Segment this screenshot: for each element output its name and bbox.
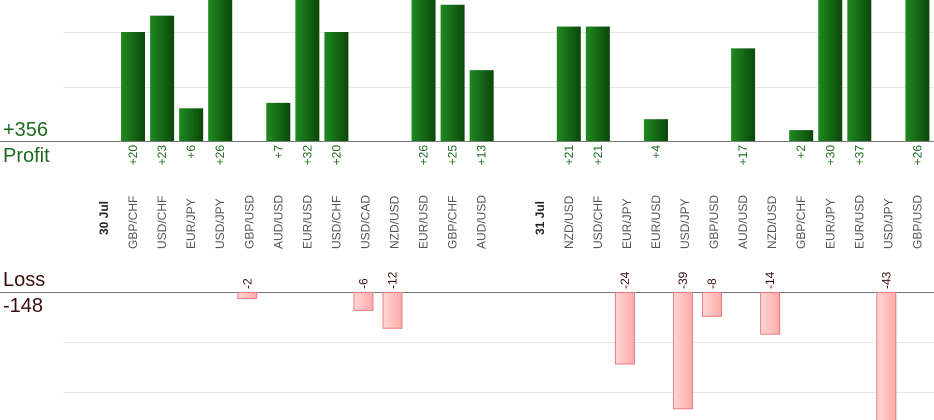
- category-label: GBP/USD: [707, 195, 721, 249]
- profit-bar: [731, 48, 756, 141]
- profit-data-label: +17: [736, 145, 750, 166]
- profit-data-label: +2: [794, 145, 808, 159]
- profit-data-label: +7: [271, 145, 285, 159]
- profit-data-label: +32: [300, 145, 314, 166]
- category-label: AUD/USD: [475, 195, 489, 249]
- category-label: EUR/USD: [417, 195, 431, 249]
- category-label: NZD/USD: [562, 195, 576, 249]
- profit-data-label: +20: [329, 145, 343, 166]
- category-label: NZD/USD: [388, 195, 402, 249]
- category-label: NZD/USD: [765, 195, 779, 249]
- loss-bars: [237, 292, 897, 420]
- profit-data-label: +13: [475, 145, 489, 166]
- loss-data-label: -2: [240, 278, 254, 289]
- profit-data-label: +26: [213, 145, 227, 166]
- loss-bar: [673, 292, 693, 410]
- grid-lines: [63, 32, 934, 393]
- loss-data-labels: -2 -6 -12 -24 -39 -8 -14 -43: [240, 271, 893, 289]
- date-label: 31 Jul: [533, 201, 547, 235]
- profit-label: Profit: [3, 145, 50, 167]
- loss-label: Loss: [3, 269, 46, 291]
- category-label: GBP/CHF: [446, 196, 460, 249]
- profit-total: +356: [3, 119, 49, 141]
- category-label: GBP/CHF: [794, 196, 808, 249]
- profit-bar: [556, 26, 581, 141]
- loss-data-label: -8: [705, 278, 719, 289]
- profit-bar: [847, 0, 872, 141]
- loss-bar: [382, 292, 403, 329]
- profit-bar: [150, 15, 175, 141]
- profit-data-label: +25: [446, 145, 460, 166]
- category-label: USD/JPY: [213, 198, 227, 249]
- category-label: USD/CHF: [591, 196, 605, 249]
- profit-bar: [469, 70, 494, 141]
- loss-data-label: -39: [676, 271, 690, 289]
- loss-data-label: -24: [618, 271, 632, 289]
- category-label: GBP/CHF: [126, 196, 140, 249]
- loss-data-label: -14: [763, 271, 777, 289]
- category-label: GBP/USD: [242, 195, 256, 249]
- category-label: USD/JPY: [678, 198, 692, 249]
- loss-bar: [876, 292, 897, 420]
- loss-total: -148: [3, 295, 44, 317]
- loss-bar: [614, 292, 635, 365]
- profit-bars: [121, 0, 930, 141]
- date-label: 30 Jul: [97, 201, 111, 235]
- profit-bar: [411, 0, 436, 141]
- category-label: EUR/USD: [852, 195, 866, 249]
- profit-bar: [121, 32, 146, 141]
- loss-data-label: -43: [879, 271, 893, 289]
- profit-data-label: +30: [823, 145, 837, 166]
- loss-bar: [237, 292, 258, 299]
- category-label: EUR/JPY: [620, 198, 634, 249]
- profit-data-label: +26: [910, 145, 924, 166]
- profit-bar: [324, 32, 349, 141]
- profit-data-label: +37: [852, 145, 866, 166]
- category-label: EUR/USD: [649, 195, 663, 249]
- profit-data-label: +21: [591, 145, 605, 166]
- profit-bar: [179, 108, 204, 141]
- loss-data-label: -6: [356, 278, 370, 289]
- category-label: EUR/USD: [300, 195, 314, 249]
- category-label: EUR/JPY: [823, 198, 837, 249]
- category-labels: GBP/CHF USD/CHF EUR/JPY USD/JPY GBP/USD AUD/U…: [126, 195, 924, 249]
- category-label: USD/CHF: [329, 196, 343, 249]
- profit-bar: [818, 0, 843, 141]
- loss-bar: [702, 292, 723, 317]
- profit-data-label: +23: [155, 145, 169, 166]
- category-label: USD/CAD: [358, 195, 372, 249]
- profit-bar: [266, 102, 291, 141]
- date-labels: 30 Jul 31 Jul: [97, 201, 547, 235]
- category-label: EUR/JPY: [184, 198, 198, 249]
- loss-bar: [353, 292, 374, 311]
- profit-data-label: +6: [184, 145, 198, 159]
- profit-bar: [585, 26, 610, 141]
- profit-data-label: +26: [417, 145, 431, 166]
- profit-data-label: +20: [126, 145, 140, 166]
- profit-data-label: +4: [649, 145, 663, 159]
- category-label: GBP/USD: [910, 195, 924, 249]
- profit-bar: [643, 119, 668, 141]
- category-label: USD/CHF: [155, 196, 169, 249]
- category-label: AUD/USD: [736, 195, 750, 249]
- category-label: AUD/USD: [271, 195, 285, 249]
- profit-data-labels: +20 +23 +6 +26 +7 +32 +20 +26 +25 +13 +21 +21 +4 +17 +…: [126, 145, 924, 166]
- loss-data-label: -12: [386, 271, 400, 289]
- profit-bar: [789, 130, 814, 141]
- profit-bar: [905, 0, 930, 141]
- loss-bar: [760, 292, 781, 335]
- profit-bar: [295, 0, 320, 141]
- profit-bar: [208, 0, 233, 141]
- category-label: USD/JPY: [881, 198, 895, 249]
- profit-data-label: +21: [562, 145, 576, 166]
- profit-bar: [440, 4, 465, 141]
